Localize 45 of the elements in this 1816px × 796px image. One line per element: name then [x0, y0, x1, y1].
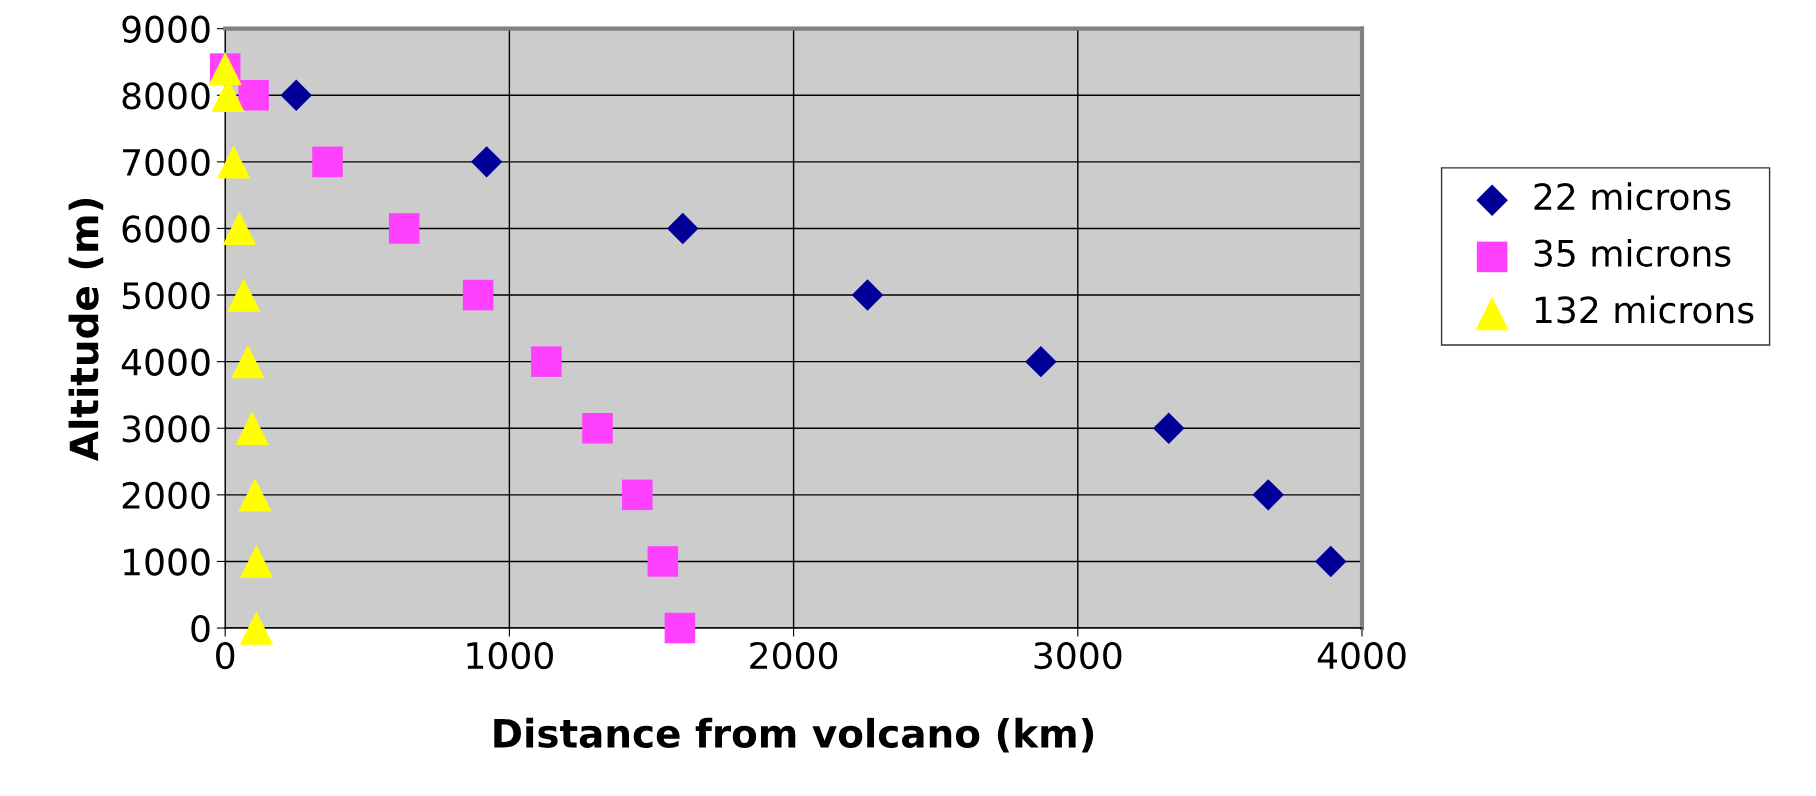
point	[217, 145, 251, 179]
point	[1153, 412, 1185, 444]
x-tick-label: 3000	[1034, 641, 1122, 670]
point	[531, 346, 562, 377]
y-tick-label: 8000	[122, 82, 210, 110]
y-tick-label: 2000	[122, 481, 210, 510]
legend-label: 35 microns	[1534, 238, 1731, 267]
y-tick-label: 5000	[122, 281, 210, 310]
y-axis-title: Altitude (m)	[68, 198, 104, 461]
y-tick-label: 7000	[123, 148, 210, 177]
point	[280, 79, 312, 111]
point	[226, 278, 261, 312]
x-axis-title: Distance from volcano (km)	[494, 717, 1094, 753]
x-tick-label: 2000	[750, 641, 838, 670]
point	[1025, 345, 1057, 378]
point	[239, 544, 274, 579]
point	[222, 211, 257, 246]
y-tick-label: 6000	[122, 215, 210, 243]
x-tick-label: 0	[216, 641, 235, 670]
point	[388, 213, 420, 244]
point	[470, 146, 503, 178]
point	[622, 479, 653, 511]
point	[582, 412, 613, 444]
point	[462, 279, 494, 311]
point	[667, 212, 699, 245]
point	[1252, 479, 1284, 511]
point	[238, 79, 269, 111]
point	[239, 611, 274, 645]
point	[235, 411, 269, 445]
y-tick-label: 3000	[122, 415, 210, 443]
point	[1315, 545, 1347, 578]
legend-label: 22 microns	[1534, 182, 1731, 211]
point	[664, 612, 696, 644]
point	[312, 146, 343, 178]
y-tick-label: 9000	[122, 15, 210, 43]
point	[647, 546, 679, 577]
x-tick-label: 1000	[467, 641, 553, 670]
y-tick-label: 0	[191, 614, 210, 643]
point	[231, 344, 265, 379]
point	[851, 279, 884, 311]
legend-label: 132 microns	[1535, 295, 1754, 324]
x-tick-label: 4000	[1317, 641, 1406, 670]
point	[238, 478, 272, 512]
y-tick-label: 4000	[121, 348, 210, 376]
y-tick-label: 1000	[124, 548, 210, 576]
